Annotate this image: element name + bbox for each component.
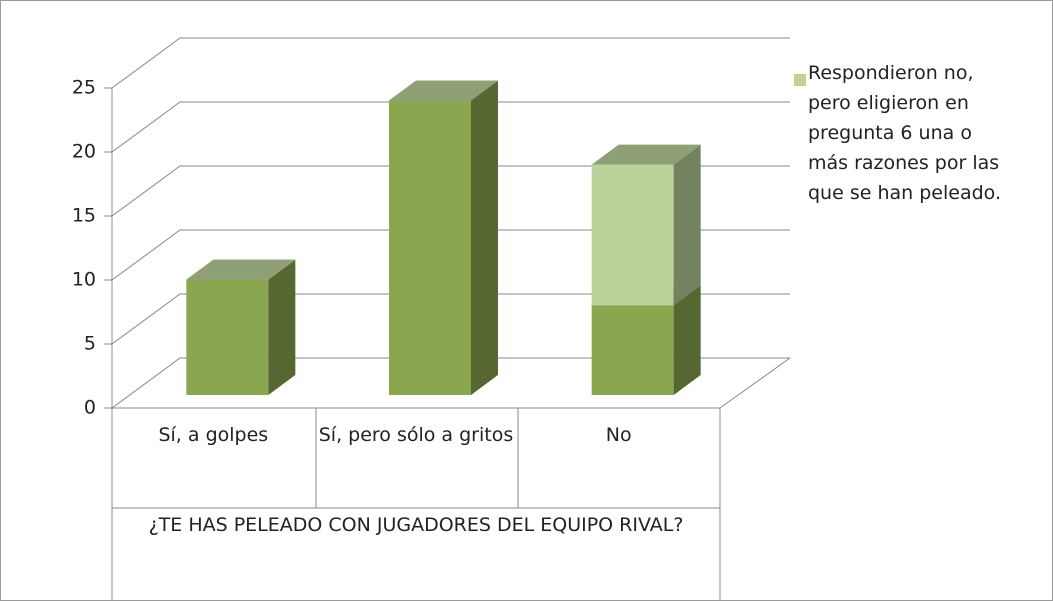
grid-line [111, 37, 790, 89]
table-lines [111, 88, 791, 600]
bar-top [389, 80, 498, 101]
bar-side [673, 144, 701, 306]
bar-front [591, 164, 674, 306]
x-tick-label-box: No [605, 424, 632, 446]
y-tick-label: 0 [84, 397, 96, 419]
bar [591, 144, 701, 306]
legend-label-box: Respondieron no, pero eligieron en pregu… [808, 62, 1001, 204]
x-tick-label: Sí, a golpes [158, 424, 269, 446]
grid-line [111, 293, 790, 345]
bar [186, 259, 296, 280]
x-tick-label-box: Sí, a golpes [158, 424, 269, 446]
bar-front [591, 305, 674, 395]
y-tick-label: 15 [72, 205, 96, 227]
x-tick-label: Sí, pero sólo a gritos [318, 424, 514, 446]
bar-front [389, 100, 471, 395]
bar-top [186, 259, 296, 280]
grid-line [111, 101, 790, 153]
x-axis-title-box: ¿TE HAS PELEADO CON JUGADORES DEL EQUIPO… [148, 514, 684, 536]
grid-line [111, 165, 790, 217]
bar [389, 80, 498, 101]
x-tick-label-box: Sí, pero sólo a gritos [318, 424, 514, 446]
legend-swatch [794, 74, 806, 86]
bar-side [471, 80, 498, 395]
bar-side [673, 285, 701, 395]
bar [389, 80, 498, 395]
x-axis-title: ¿TE HAS PELEADO CON JUGADORES DEL EQUIPO… [148, 514, 684, 536]
bar-top [591, 144, 701, 165]
y-tick-label: 10 [72, 269, 96, 291]
grid-line [111, 229, 790, 281]
y-tick-label: 25 [72, 77, 96, 99]
bar-front [186, 279, 269, 395]
grid-line [111, 357, 790, 409]
y-tick-label: 5 [84, 333, 96, 355]
bar-side [268, 259, 296, 395]
bar [186, 259, 296, 395]
y-tick-label: 20 [72, 141, 96, 163]
x-tick-label: No [605, 424, 632, 446]
legend-label: Respondieron no, pero eligieron en pregu… [808, 62, 1001, 204]
